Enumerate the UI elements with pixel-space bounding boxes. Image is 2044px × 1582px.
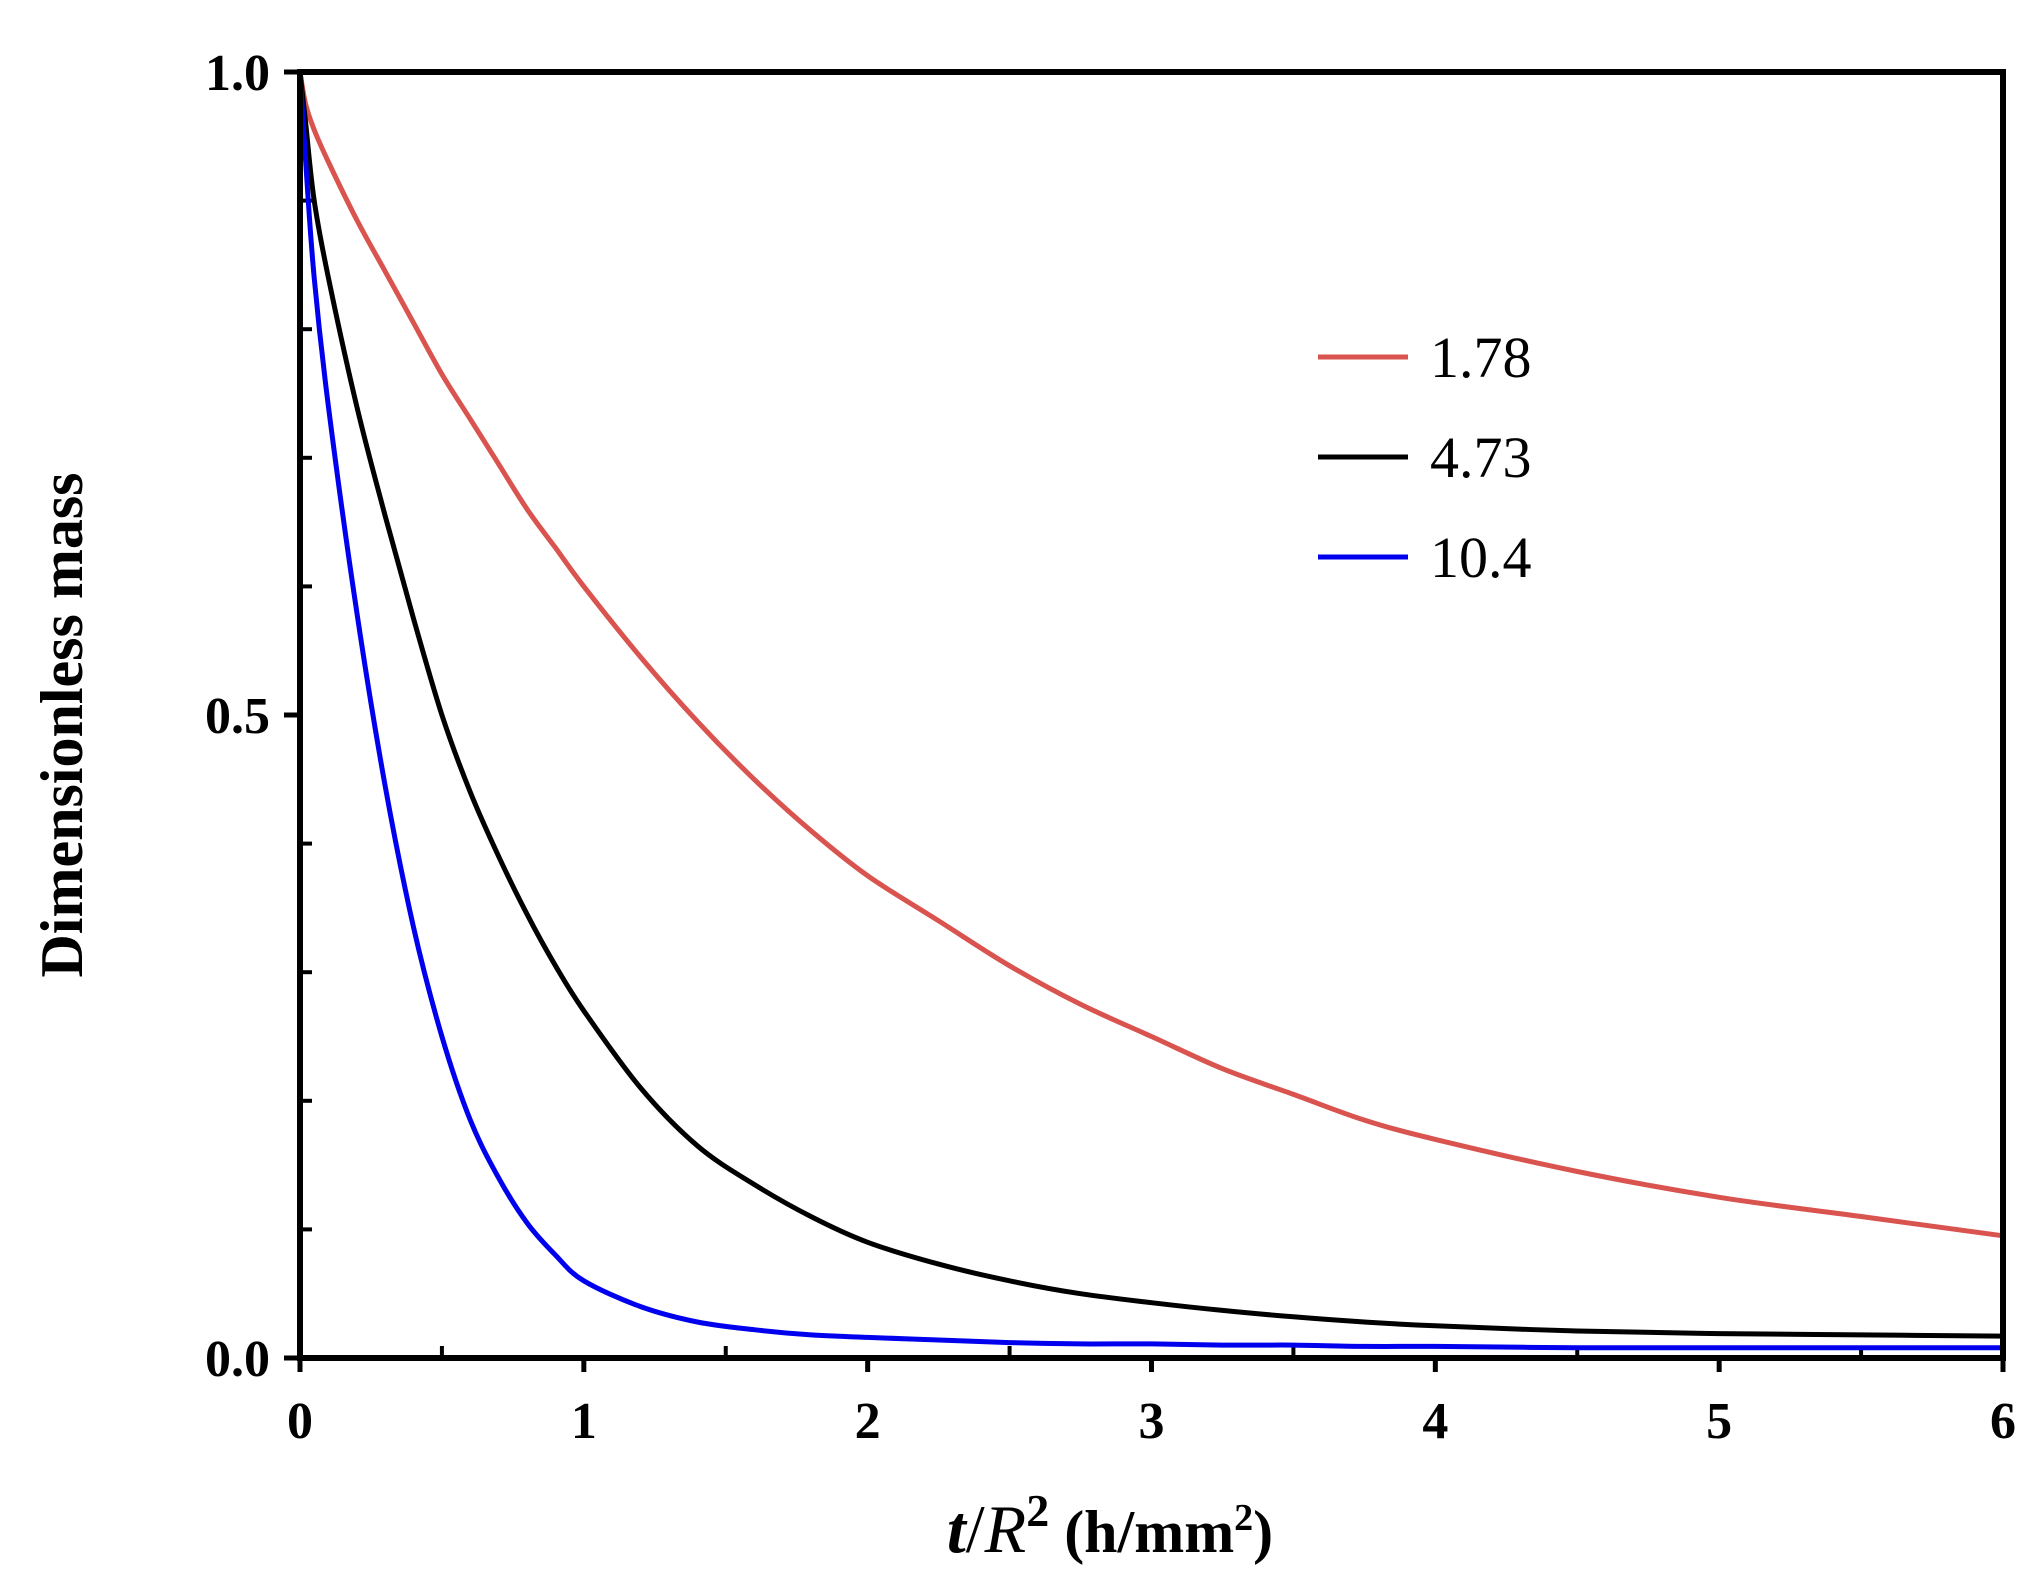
x-axis-unit-sup: 2 <box>1234 1497 1253 1539</box>
x-tick-label: 5 <box>1706 1393 1732 1450</box>
x-tick-label: 3 <box>1139 1393 1165 1450</box>
y-axis-title: Dimensionless mass <box>29 472 95 977</box>
x-axis-var-r: R <box>984 1491 1027 1567</box>
x-axis-unit-close: ) <box>1253 1499 1273 1565</box>
y-tick-label: 0.5 <box>205 688 270 745</box>
x-tick-label: 2 <box>855 1393 881 1450</box>
x-tick-label: 6 <box>1990 1393 2016 1450</box>
legend-label: 4.73 <box>1430 425 1532 490</box>
x-tick-label: 1 <box>571 1393 597 1450</box>
plot-frame <box>297 69 2006 1361</box>
legend-label: 1.78 <box>1430 325 1532 390</box>
x-axis-sup: 2 <box>1026 1485 1049 1536</box>
legend-label: 10.4 <box>1430 525 1532 590</box>
x-axis-unit-open: (h/mm <box>1049 1499 1234 1565</box>
y-tick-label: 1.0 <box>205 45 270 102</box>
minor-ticks <box>300 198 1864 1358</box>
legend: 1.78 4.73 10.4 <box>1318 325 1532 590</box>
series-line-1-78 <box>297 71 2004 1239</box>
major-ticks <box>284 69 2006 1372</box>
series-line-4-73 <box>297 71 2004 1339</box>
x-tick-label: 0 <box>287 1393 313 1450</box>
x-axis-var-t: t <box>947 1491 968 1567</box>
x-tick-labels: 0 1 2 3 4 5 6 <box>287 1393 2016 1450</box>
x-tick-label: 4 <box>1422 1393 1448 1450</box>
series-lines <box>297 71 2004 1351</box>
series-line-10-4 <box>297 71 2003 1351</box>
y-tick-label: 0.0 <box>205 1331 270 1388</box>
x-axis-title: t/R2 (h/mm2) <box>947 1485 1273 1567</box>
x-axis-slash: / <box>966 1491 985 1567</box>
y-tick-labels: 0.0 0.5 1.0 <box>205 45 270 1388</box>
